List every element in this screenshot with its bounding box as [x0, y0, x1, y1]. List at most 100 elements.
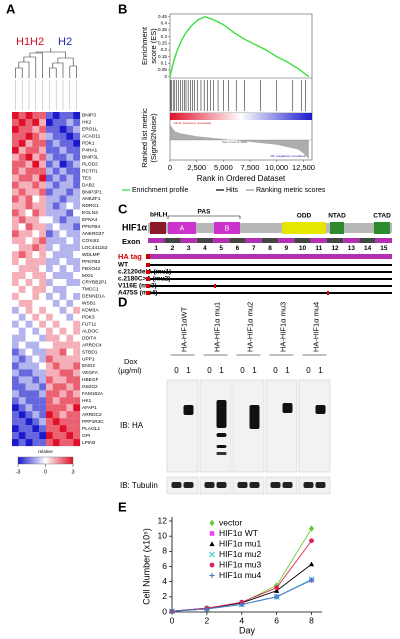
heat-cell [59, 167, 67, 175]
heat-cell [66, 237, 74, 245]
heat-cell [39, 146, 47, 154]
y-axis-label: Cell Number (x10⁵) [141, 528, 151, 605]
heat-cell [12, 306, 19, 314]
marker [274, 588, 280, 593]
panel-label: A [6, 1, 16, 16]
heat-cell [32, 181, 40, 189]
heat-cell [73, 411, 81, 419]
heat-cell [59, 390, 67, 398]
heat-cell [66, 272, 74, 280]
heat-cell [52, 313, 60, 321]
exon-number: 2 [171, 245, 175, 252]
exon [310, 238, 327, 243]
heat-cell [39, 383, 47, 391]
heat-cell [46, 355, 53, 363]
heat-cell [25, 397, 33, 405]
heat-cell [46, 237, 53, 245]
heat-cell [46, 397, 53, 405]
heat-cell [66, 313, 74, 321]
heat-cell [32, 244, 40, 252]
gene-label: P4HA1 [82, 148, 98, 154]
sample-label-lines [15, 80, 77, 110]
heat-cell [39, 369, 47, 377]
x-tick-label: 0 [168, 163, 172, 172]
band [270, 482, 281, 488]
x-axis-label: Rank in Ordered Dataset [197, 174, 286, 183]
gene-label: PFKFB3 [82, 259, 100, 265]
heat-cell [18, 181, 26, 189]
heat-cell [12, 188, 19, 196]
heat-cell [52, 292, 60, 300]
heat-cell [32, 258, 40, 266]
band [315, 405, 326, 414]
heat-cell [12, 355, 19, 363]
heat-cell [18, 132, 26, 140]
heat-cell [46, 362, 53, 370]
band [216, 482, 227, 488]
mutation [214, 284, 216, 288]
heat-cell [73, 397, 81, 405]
gene-label: INSIG2 [82, 384, 98, 390]
heat-cell [73, 272, 81, 280]
blot-label: IB: HA [120, 421, 144, 430]
y-axis-label: score (ES) [149, 28, 158, 64]
heat-cell [66, 369, 74, 377]
heat-cell [59, 153, 67, 161]
y-tick-label: 0 [164, 74, 167, 79]
domain [374, 222, 390, 234]
exon [343, 238, 360, 243]
dox-level: 1 [285, 366, 290, 375]
heat-cell [32, 418, 40, 426]
heat-cell [73, 313, 81, 321]
heat-cell [39, 160, 47, 168]
construct-label: c.2180C>A (mu2) [118, 276, 170, 283]
band [204, 482, 215, 488]
gene-label: MXI1 [82, 273, 94, 279]
heat-cell [18, 237, 26, 245]
heat-cell [12, 390, 19, 398]
blot-label: IB: Tubulin [120, 481, 158, 490]
heat-cell [73, 279, 81, 287]
heat-cell [25, 195, 33, 203]
panel-label: E [118, 499, 127, 514]
y-tick-label: 6 [162, 561, 167, 571]
blot-ha [166, 379, 199, 473]
heat-cell [66, 362, 74, 370]
heat-cell [73, 112, 81, 120]
heat-cell [39, 404, 47, 412]
band [216, 445, 227, 448]
gene-label: COX4I2 [82, 238, 99, 244]
y-tick-label: 10 [158, 530, 168, 540]
heat-cell [73, 258, 81, 266]
heat-cell [25, 327, 33, 335]
exon-number: 3 [187, 245, 191, 252]
heat-cell [12, 292, 19, 300]
heat-cell [18, 327, 26, 335]
heat-cell [59, 181, 67, 189]
heat-cell [52, 146, 60, 154]
heat-cell [52, 425, 60, 433]
heat-cell [39, 202, 47, 210]
heat-cell [39, 251, 47, 259]
heat-cell [32, 132, 40, 140]
gene-label: ARRDC4 [82, 342, 102, 348]
heat-cell [32, 292, 40, 300]
heat-cell [46, 202, 53, 210]
heat-cell [73, 285, 81, 294]
heat-cell [32, 251, 40, 259]
heat-cell [46, 258, 53, 266]
heat-cell [12, 258, 19, 266]
heat-cell [66, 355, 74, 363]
heat-cell [59, 313, 67, 321]
dox-level: 1 [186, 366, 191, 375]
gene-label: PLAGL1 [82, 426, 100, 432]
y-tick-label: 0.35 [158, 27, 167, 32]
heat-cell [25, 320, 33, 328]
ha-tag [146, 277, 150, 281]
heat-cell [25, 251, 33, 259]
heat-cell [39, 188, 47, 196]
domain [330, 222, 344, 234]
dox-level: 0 [174, 366, 179, 375]
heat-cell [46, 272, 53, 280]
heat-cell [25, 355, 33, 363]
